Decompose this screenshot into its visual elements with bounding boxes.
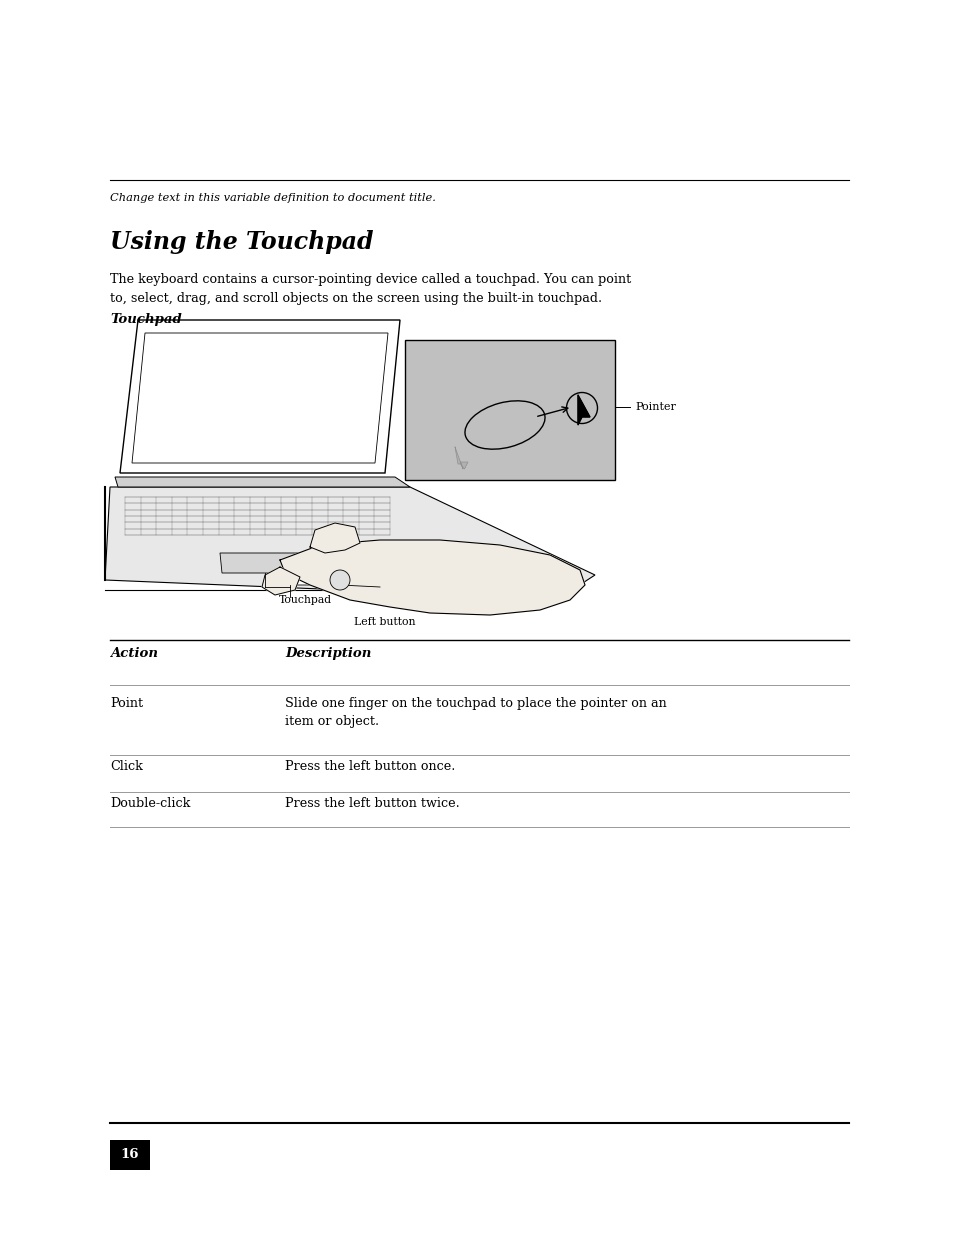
Text: Change text in this variable definition to document title.: Change text in this variable definition … (110, 193, 436, 203)
Bar (110, 1140, 150, 1170)
Text: Pointer: Pointer (635, 403, 675, 412)
Polygon shape (105, 487, 595, 590)
Text: Description: Description (285, 647, 371, 659)
Polygon shape (280, 540, 584, 615)
Text: Action: Action (110, 647, 158, 659)
Text: Slide one finger on the touchpad to place the pointer on an
item or object.: Slide one finger on the touchpad to plac… (285, 697, 666, 729)
Bar (405, 340, 615, 480)
Text: Right button: Right button (420, 595, 489, 605)
Text: Touchpad: Touchpad (278, 595, 332, 605)
Polygon shape (220, 553, 312, 573)
Text: Using the Touchpad: Using the Touchpad (110, 230, 374, 254)
Text: Press the left button twice.: Press the left button twice. (285, 797, 459, 810)
Polygon shape (310, 522, 359, 553)
Polygon shape (262, 567, 299, 595)
Text: Touchpad: Touchpad (110, 312, 182, 326)
Text: The keyboard contains a cursor-pointing device called a touchpad. You can point
: The keyboard contains a cursor-pointing … (110, 273, 631, 305)
Polygon shape (132, 333, 388, 463)
Text: Click: Click (110, 760, 143, 773)
Circle shape (330, 571, 350, 590)
Polygon shape (120, 320, 399, 473)
Polygon shape (578, 395, 589, 425)
Polygon shape (115, 477, 410, 487)
Text: Left button: Left button (354, 618, 416, 627)
Text: Press the left button once.: Press the left button once. (285, 760, 455, 773)
Polygon shape (455, 447, 468, 469)
Text: Point: Point (110, 697, 143, 710)
Text: 16: 16 (121, 1149, 139, 1161)
Text: Double-click: Double-click (110, 797, 191, 810)
Polygon shape (265, 576, 316, 585)
